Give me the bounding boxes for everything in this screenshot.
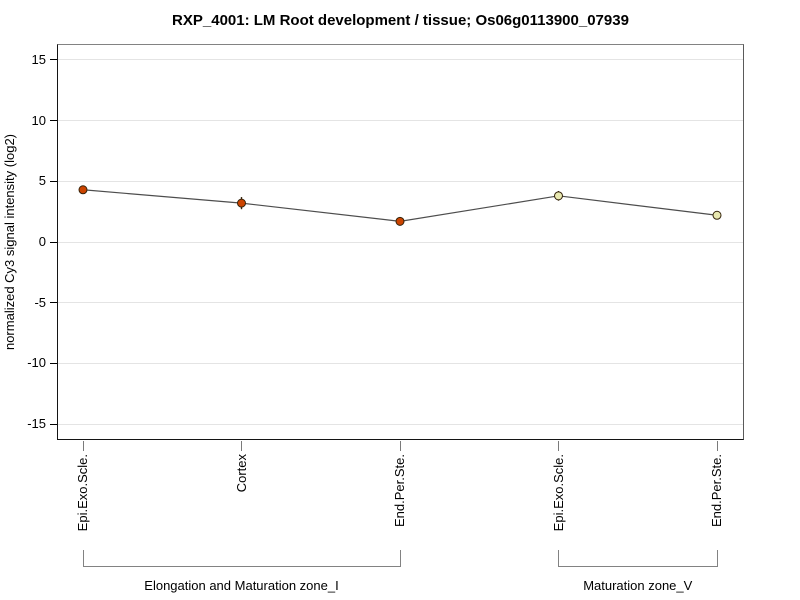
gridline	[58, 59, 743, 61]
y-tick	[50, 59, 57, 61]
gridline	[58, 362, 743, 364]
y-tick-label: 0	[38, 234, 46, 249]
gridline	[58, 180, 743, 182]
data-point	[78, 185, 88, 195]
y-tick	[50, 362, 57, 364]
data-point	[554, 191, 563, 201]
x-tick	[82, 441, 84, 451]
chart-title: RXP_4001: LM Root development / tissue; …	[172, 12, 629, 29]
data-point	[395, 216, 405, 226]
gridline	[58, 302, 743, 304]
group-label: Elongation and Maturation zone_I	[144, 578, 339, 593]
x-tick	[716, 441, 718, 451]
data-point	[237, 198, 246, 208]
group-bracket-end	[399, 550, 401, 567]
data-point	[712, 210, 722, 220]
gridline	[58, 120, 743, 122]
y-tick	[50, 120, 57, 122]
y-tick-label: 15	[31, 51, 46, 67]
group-bracket-end	[558, 550, 559, 567]
gridline	[58, 241, 743, 243]
y-tick-label: -10	[27, 355, 46, 371]
gridline	[58, 423, 743, 425]
y-tick	[50, 180, 57, 182]
y-tick	[50, 302, 57, 304]
y-tick-label: -5	[34, 294, 46, 310]
x-tick	[241, 441, 242, 451]
y-tick	[50, 241, 57, 243]
y-tick-label: -15	[27, 416, 46, 432]
y-tick-label: 10	[31, 112, 46, 128]
y-tick-label: 5	[38, 173, 46, 189]
group-bracket-end	[82, 550, 84, 567]
x-tick	[558, 441, 559, 451]
series-line	[82, 189, 718, 222]
group-bracket-end	[716, 550, 718, 567]
y-tick	[50, 423, 57, 425]
group-bracket	[558, 566, 718, 567]
x-tick	[399, 441, 401, 451]
plot-area-border	[57, 44, 744, 440]
group-label: Maturation zone_V	[583, 578, 693, 593]
group-bracket	[82, 566, 401, 567]
